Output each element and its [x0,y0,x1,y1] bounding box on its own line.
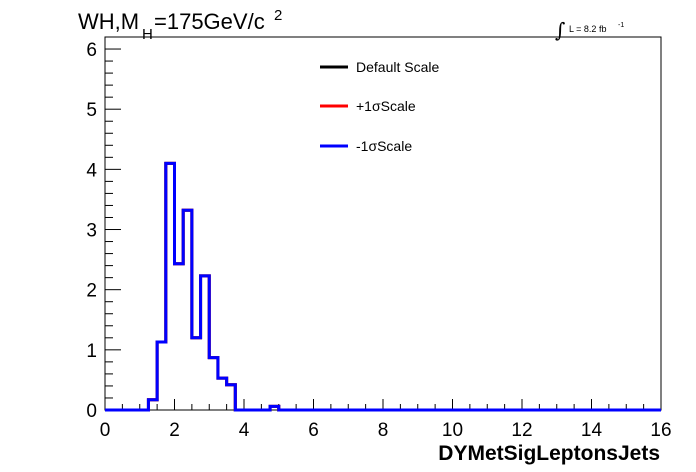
x-tick-label: 14 [581,420,603,441]
chart-title-subscript: H [142,26,153,43]
x-tick-label: 4 [239,420,250,441]
series-minus1sigma-scale [105,161,661,412]
x-axis-label: DYMetSigLeptonsJets [438,442,660,465]
x-tick-label: 8 [378,420,389,441]
y-tick-label: 0 [86,401,97,422]
y-tick-label: 6 [86,40,97,61]
x-tick-label: 12 [511,420,532,441]
legend-label-minus1sigma: -1σScale [356,138,412,154]
y-tick-label: 2 [86,281,97,302]
chart-title-superscript: 2 [274,7,282,24]
integral-symbol: ∫ [555,18,565,42]
series-plus1sigma-scale [105,161,661,412]
luminosity-label: L = 8.2 fb [569,24,606,34]
chart-title-prefix: WH,M [78,9,139,34]
x-tick-label: 16 [650,420,671,441]
x-tick-label: 10 [442,420,463,441]
y-tick-label: 1 [86,341,97,362]
y-tick-label: 5 [86,100,97,121]
legend-label-default: Default Scale [356,59,439,75]
series-layer [105,161,661,412]
legend: Default Scale +1σScale -1σScale [320,59,439,154]
y-tick-label: 4 [86,160,97,181]
x-tick-label: 0 [100,420,111,441]
luminosity-exponent: -1 [618,22,624,29]
legend-label-plus1sigma: +1σScale [356,98,416,114]
series-default-scale [105,161,661,412]
x-tick-label: 2 [169,420,180,441]
plot-frame [104,36,662,411]
chart-title-value: =175GeV/c [154,9,265,34]
y-tick-label: 3 [86,221,97,242]
x-tick-label: 6 [308,420,319,441]
